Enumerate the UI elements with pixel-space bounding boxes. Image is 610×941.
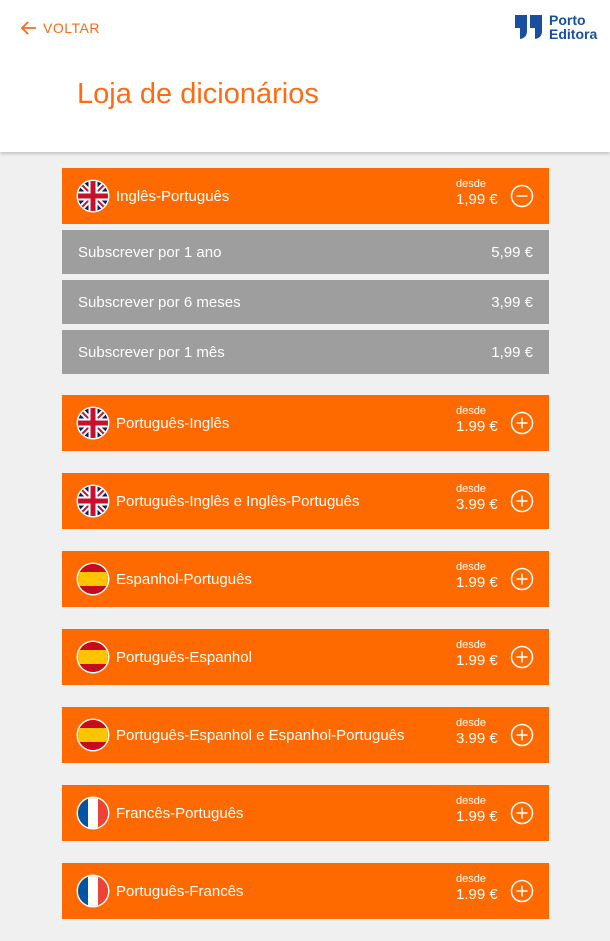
price-value: 1.99 € (456, 808, 498, 825)
price-value: 3.99 € (456, 730, 498, 747)
dictionary-name: Português-Inglês (116, 414, 230, 432)
porto-editora-logo-mark-icon (515, 15, 542, 39)
expand-plus-icon[interactable] (510, 801, 534, 825)
desde-label: desde (456, 795, 486, 807)
dictionary-row[interactable]: Português-Francês desde 1.99 € (62, 863, 549, 919)
price-block: desde 1.99 € (456, 561, 502, 593)
dictionary-list: Inglês-Português desde 1,99 € Subscrever po… (62, 168, 549, 941)
desde-label: desde (456, 873, 486, 885)
dictionary-name: Português-Espanhol e Espanhol-Português (116, 726, 405, 744)
dictionary-row[interactable]: Português-Inglês desde 1.99 € (62, 395, 549, 451)
dictionary-row[interactable]: Espanhol-Português desde 1.99 € (62, 551, 549, 607)
price-block: desde 1.99 € (456, 873, 502, 905)
price-block: desde 1.99 € (456, 405, 502, 437)
price-value: 1.99 € (456, 418, 498, 435)
spain-flag-icon (78, 642, 108, 672)
subscription-label: Subscrever por 1 mês (78, 343, 225, 361)
subscription-option[interactable]: Subscrever por 6 meses 3,99 € (62, 280, 549, 324)
back-button[interactable]: VOLTAR (20, 17, 100, 39)
dictionary-row[interactable]: Português-Espanhol e Espanhol-Português d… (62, 707, 549, 763)
spain-flag-icon (78, 564, 108, 594)
back-label: VOLTAR (43, 20, 100, 36)
page-title: Loja de dicionários (77, 78, 319, 110)
dictionary-name: Português-Espanhol (116, 648, 252, 666)
desde-label: desde (456, 639, 486, 651)
france-flag-icon (78, 876, 108, 906)
spain-flag-icon (78, 720, 108, 750)
expand-plus-icon[interactable] (510, 411, 534, 435)
price-value: 1.99 € (456, 652, 498, 669)
desde-label: desde (456, 178, 486, 190)
uk-flag-icon (78, 486, 108, 516)
dictionary-name: Inglês-Português (116, 187, 230, 205)
dictionary-name: Português-Inglês e Inglês-Português (116, 492, 360, 510)
dictionary-name: Espanhol-Português (116, 570, 252, 588)
expand-plus-icon[interactable] (510, 567, 534, 591)
dictionary-row[interactable]: Português-Espanhol desde 1.99 € (62, 629, 549, 685)
expand-plus-icon[interactable] (510, 879, 534, 903)
price-value: 1,99 € (456, 191, 498, 208)
uk-flag-icon (78, 181, 108, 211)
price-value: 1.99 € (456, 574, 498, 591)
dictionary-row[interactable]: Inglês-Português desde 1,99 € (62, 168, 549, 224)
subscription-label: Subscrever por 1 ano (78, 243, 222, 261)
porto-editora-logo: Porto Editora (514, 12, 597, 42)
price-value: 1.99 € (456, 886, 498, 903)
subscription-option[interactable]: Subscrever por 1 mês 1,99 € (62, 330, 549, 374)
price-value: 3.99 € (456, 496, 498, 513)
france-flag-icon (78, 798, 108, 828)
desde-label: desde (456, 717, 486, 729)
expand-plus-icon[interactable] (510, 489, 534, 513)
desde-label: desde (456, 483, 486, 495)
price-block: desde 3.99 € (456, 717, 502, 749)
collapse-minus-icon[interactable] (510, 184, 534, 208)
expand-plus-icon[interactable] (510, 645, 534, 669)
dictionary-name: Francês-Português (116, 804, 244, 822)
app-header: VOLTAR Porto Editora Loja de dicionários (0, 0, 610, 152)
uk-flag-icon (78, 408, 108, 438)
subscription-price: 5,99 € (491, 243, 533, 261)
subscription-price: 3,99 € (491, 293, 533, 311)
price-block: desde 3.99 € (456, 483, 502, 515)
price-block: desde 1.99 € (456, 639, 502, 671)
price-block: desde 1.99 € (456, 795, 502, 827)
dictionary-row[interactable]: Francês-Português desde 1.99 € (62, 785, 549, 841)
dictionary-row[interactable]: Português-Inglês e Inglês-Português desde… (62, 473, 549, 529)
subscription-label: Subscrever por 6 meses (78, 293, 241, 311)
desde-label: desde (456, 561, 486, 573)
subscription-price: 1,99 € (491, 343, 533, 361)
arrow-left-icon (20, 21, 36, 35)
price-block: desde 1,99 € (456, 178, 502, 210)
logo-line1: Porto (549, 12, 586, 28)
desde-label: desde (456, 405, 486, 417)
logo-line2: Editora (549, 26, 598, 42)
expand-plus-icon[interactable] (510, 723, 534, 747)
subscription-option[interactable]: Subscrever por 1 ano 5,99 € (62, 230, 549, 274)
dictionary-name: Português-Francês (116, 882, 244, 900)
